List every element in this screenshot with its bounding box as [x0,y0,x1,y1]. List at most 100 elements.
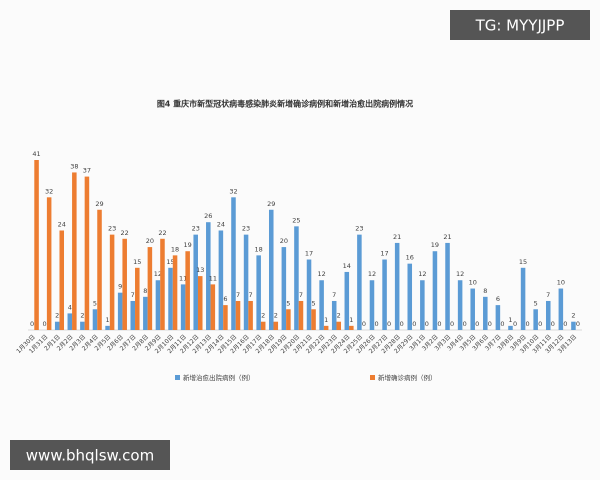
data-label: 0 [576,320,580,328]
data-label: 25 [292,216,300,224]
data-label: 20 [146,237,154,245]
data-label: 15 [133,258,141,266]
bar [260,321,266,330]
data-label: 21 [443,233,451,241]
bar [185,251,190,330]
data-label: 0 [374,320,378,328]
bar [331,300,337,330]
bar [105,325,110,330]
data-label: 7 [299,291,303,299]
data-label: 0 [538,320,542,328]
bar [130,300,136,330]
bar [97,209,102,330]
data-label: 4 [68,303,72,311]
data-label: 17 [380,250,388,258]
data-label: 23 [355,225,363,233]
data-label: 0 [513,320,517,328]
data-label: 19 [184,241,192,249]
bar [349,325,354,330]
data-label: 0 [400,320,404,328]
bar [357,234,362,330]
bar [135,267,140,330]
bar [394,242,400,330]
bar [80,321,85,330]
data-label: 24 [217,220,225,228]
bar [571,321,576,330]
data-label: 23 [192,225,200,233]
bar [160,238,165,330]
data-label: 1 [106,316,110,324]
data-label: 10 [557,279,565,287]
data-label: 0 [30,320,34,328]
data-label: 22 [158,229,166,237]
data-label: 37 [83,167,91,175]
bar [109,234,115,330]
data-label: 5 [534,299,538,307]
bar [483,296,488,330]
bar [319,280,324,330]
legend-swatch [370,375,375,380]
bar [248,300,253,330]
bar [294,226,299,330]
data-label: 13 [196,266,204,274]
bar [508,325,513,330]
bar [268,209,274,330]
data-label: 8 [483,287,487,295]
bar [143,296,148,330]
bar [122,238,127,330]
bar [223,305,228,330]
data-label: 7 [546,291,550,299]
data-label: 0 [463,320,467,328]
data-label: 15 [519,258,527,266]
bar [286,309,291,330]
bar [323,325,329,330]
data-label: 11 [209,274,217,282]
data-label: 7 [236,291,240,299]
chart-title: 图4 重庆市新型冠状病毒感染肺炎新增确诊病例和新增治愈出院病例情况 [157,99,413,109]
watermark: TG: MYYJJPP [475,17,565,35]
data-label: 24 [58,220,66,228]
data-label: 0 [526,320,530,328]
bar [59,230,65,330]
data-label: 2 [80,312,84,320]
data-label: 0 [387,320,391,328]
data-label: 26 [204,212,212,220]
data-label: 32 [45,187,53,195]
bar [382,259,387,330]
data-label: 0 [488,320,492,328]
watermark-box [10,440,170,470]
data-label: 12 [154,270,162,278]
bar [180,284,186,330]
data-label: 0 [551,320,555,328]
bar [231,197,236,330]
data-label: 1 [508,316,512,324]
bar [117,292,123,330]
bar [67,313,73,330]
bar [273,321,279,330]
data-label: 16 [406,254,414,262]
data-label: 14 [343,262,351,270]
watermark: www.bhqlsw.com [26,447,154,465]
data-label: 8 [143,287,147,295]
bar [206,222,211,330]
bar [545,300,551,330]
data-label: 0 [475,320,479,328]
data-label: 0 [43,320,47,328]
data-label: 18 [171,245,179,253]
bar [407,263,413,330]
bar [420,280,425,330]
data-label: 10 [469,279,477,287]
bar [46,197,52,330]
data-label: 6 [223,295,227,303]
data-label: 0 [437,320,441,328]
bar [210,284,216,330]
bar [54,321,60,330]
data-label: 0 [362,320,366,328]
data-label: 0 [500,320,504,328]
data-label: 23 [242,225,250,233]
bar [336,321,342,330]
data-label: 17 [305,250,313,258]
bar [34,160,39,330]
data-label: 11 [179,274,187,282]
